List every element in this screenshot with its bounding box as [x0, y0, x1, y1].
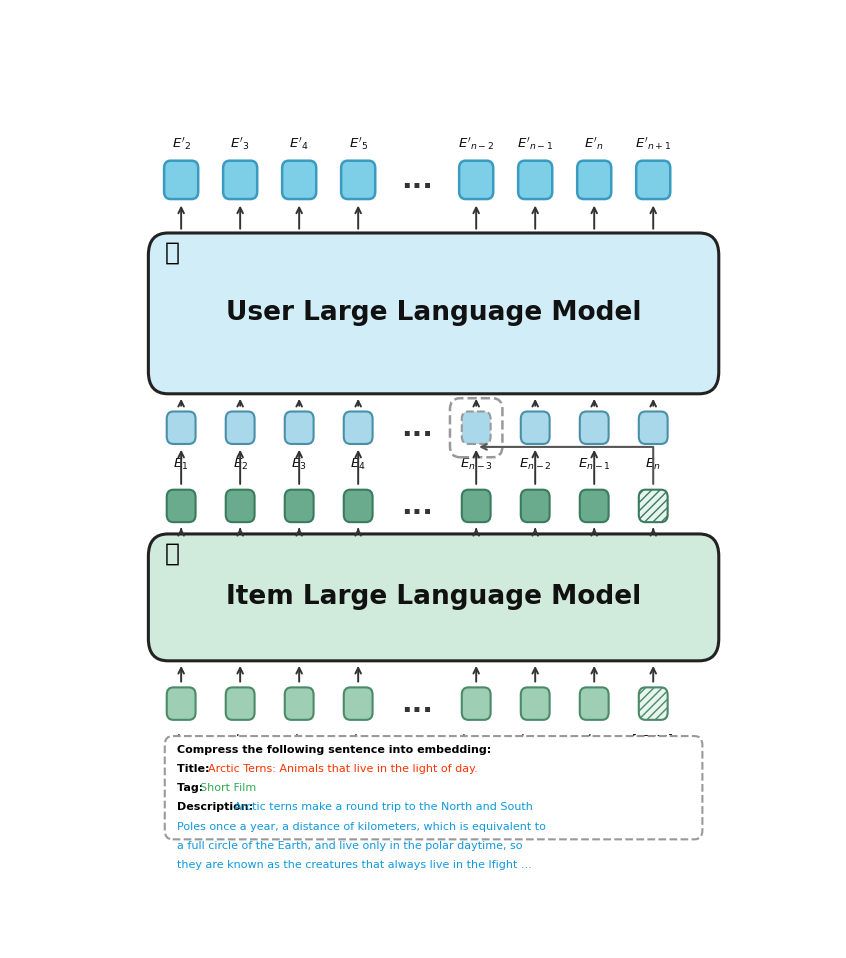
Text: $t_{m-1}$: $t_{m-1}$: [519, 733, 552, 748]
FancyBboxPatch shape: [343, 490, 372, 522]
FancyBboxPatch shape: [341, 161, 376, 199]
Text: $t_m$: $t_m$: [586, 733, 602, 748]
Text: Short Film: Short Film: [201, 784, 256, 793]
Text: $E'_n$: $E'_n$: [585, 135, 604, 152]
FancyBboxPatch shape: [285, 688, 314, 719]
FancyBboxPatch shape: [167, 688, 195, 719]
FancyBboxPatch shape: [518, 161, 552, 199]
Text: $E'_2$: $E'_2$: [172, 135, 190, 152]
Text: a full circle of the Earth, and live only in the polar daytime, so: a full circle of the Earth, and live onl…: [177, 841, 522, 851]
Text: 🔥: 🔥: [165, 240, 179, 264]
FancyBboxPatch shape: [226, 688, 255, 719]
Text: $E'_{n-2}$: $E'_{n-2}$: [458, 135, 494, 152]
FancyBboxPatch shape: [285, 412, 314, 444]
FancyBboxPatch shape: [164, 161, 198, 199]
FancyBboxPatch shape: [639, 412, 667, 444]
Text: $E'_5$: $E'_5$: [349, 135, 368, 152]
Text: $t_{m-2}$: $t_{m-2}$: [460, 733, 492, 748]
Text: they are known as the creatures that always live in the lfight ...: they are known as the creatures that alw…: [177, 860, 531, 870]
Text: $E'_3$: $E'_3$: [230, 135, 250, 152]
Text: ...: ...: [401, 690, 433, 718]
Text: $E_{n-3}$: $E_{n-3}$: [460, 457, 492, 472]
Text: $E'_{n+1}$: $E'_{n+1}$: [635, 135, 672, 152]
FancyBboxPatch shape: [462, 688, 491, 719]
Text: 🔥: 🔥: [165, 541, 179, 565]
FancyBboxPatch shape: [636, 161, 670, 199]
Text: ...: ...: [401, 491, 433, 520]
Text: $E_1$: $E_1$: [173, 457, 189, 472]
FancyBboxPatch shape: [226, 412, 255, 444]
Text: $t_3$: $t_3$: [293, 733, 305, 748]
Text: $t_2$: $t_2$: [234, 733, 246, 748]
Text: Description:: Description:: [177, 803, 256, 812]
FancyBboxPatch shape: [343, 412, 372, 444]
Text: ...: ...: [401, 166, 433, 194]
FancyBboxPatch shape: [462, 490, 491, 522]
Text: $E_4$: $E_4$: [350, 457, 366, 472]
Text: Item Large Language Model: Item Large Language Model: [226, 584, 641, 610]
Text: Compress the following sentence into embedding:: Compress the following sentence into emb…: [177, 745, 491, 755]
Text: $t_4$: $t_4$: [352, 733, 365, 748]
Text: $E_{n-1}$: $E_{n-1}$: [578, 457, 611, 472]
Text: $E_n$: $E_n$: [645, 457, 661, 472]
FancyBboxPatch shape: [521, 490, 550, 522]
FancyBboxPatch shape: [580, 688, 608, 719]
FancyBboxPatch shape: [521, 688, 550, 719]
Text: Title:: Title:: [177, 764, 213, 774]
Text: $E'_{n-1}$: $E'_{n-1}$: [517, 135, 553, 152]
FancyBboxPatch shape: [521, 412, 550, 444]
Text: $t_1$: $t_1$: [175, 733, 187, 748]
Text: $E'_4$: $E'_4$: [289, 135, 309, 152]
FancyBboxPatch shape: [285, 490, 314, 522]
FancyBboxPatch shape: [639, 688, 667, 719]
FancyBboxPatch shape: [639, 490, 667, 522]
FancyBboxPatch shape: [462, 412, 491, 444]
Text: $E_{n-2}$: $E_{n-2}$: [519, 457, 552, 472]
FancyBboxPatch shape: [148, 534, 719, 661]
FancyBboxPatch shape: [459, 161, 493, 199]
FancyBboxPatch shape: [148, 233, 719, 394]
FancyBboxPatch shape: [226, 490, 255, 522]
Text: $E_2$: $E_2$: [233, 457, 248, 472]
FancyBboxPatch shape: [167, 490, 195, 522]
FancyBboxPatch shape: [343, 688, 372, 719]
FancyBboxPatch shape: [165, 736, 702, 839]
Text: [ITEM]: [ITEM]: [632, 733, 674, 746]
FancyBboxPatch shape: [223, 161, 257, 199]
FancyBboxPatch shape: [577, 161, 612, 199]
FancyBboxPatch shape: [167, 412, 195, 444]
Text: User Large Language Model: User Large Language Model: [226, 301, 641, 327]
Text: Poles once a year, a distance of kilometers, which is equivalent to: Poles once a year, a distance of kilomet…: [177, 822, 546, 832]
FancyBboxPatch shape: [580, 412, 608, 444]
Text: Arctic terns make a round trip to the North and South: Arctic terns make a round trip to the No…: [233, 803, 532, 812]
Text: Arctic Terns: Animals that live in the light of day.: Arctic Terns: Animals that live in the l…: [208, 764, 478, 774]
FancyBboxPatch shape: [580, 490, 608, 522]
Text: $E_3$: $E_3$: [291, 457, 307, 472]
FancyBboxPatch shape: [282, 161, 316, 199]
Text: ...: ...: [401, 414, 433, 442]
Text: Tag:: Tag:: [177, 784, 206, 793]
